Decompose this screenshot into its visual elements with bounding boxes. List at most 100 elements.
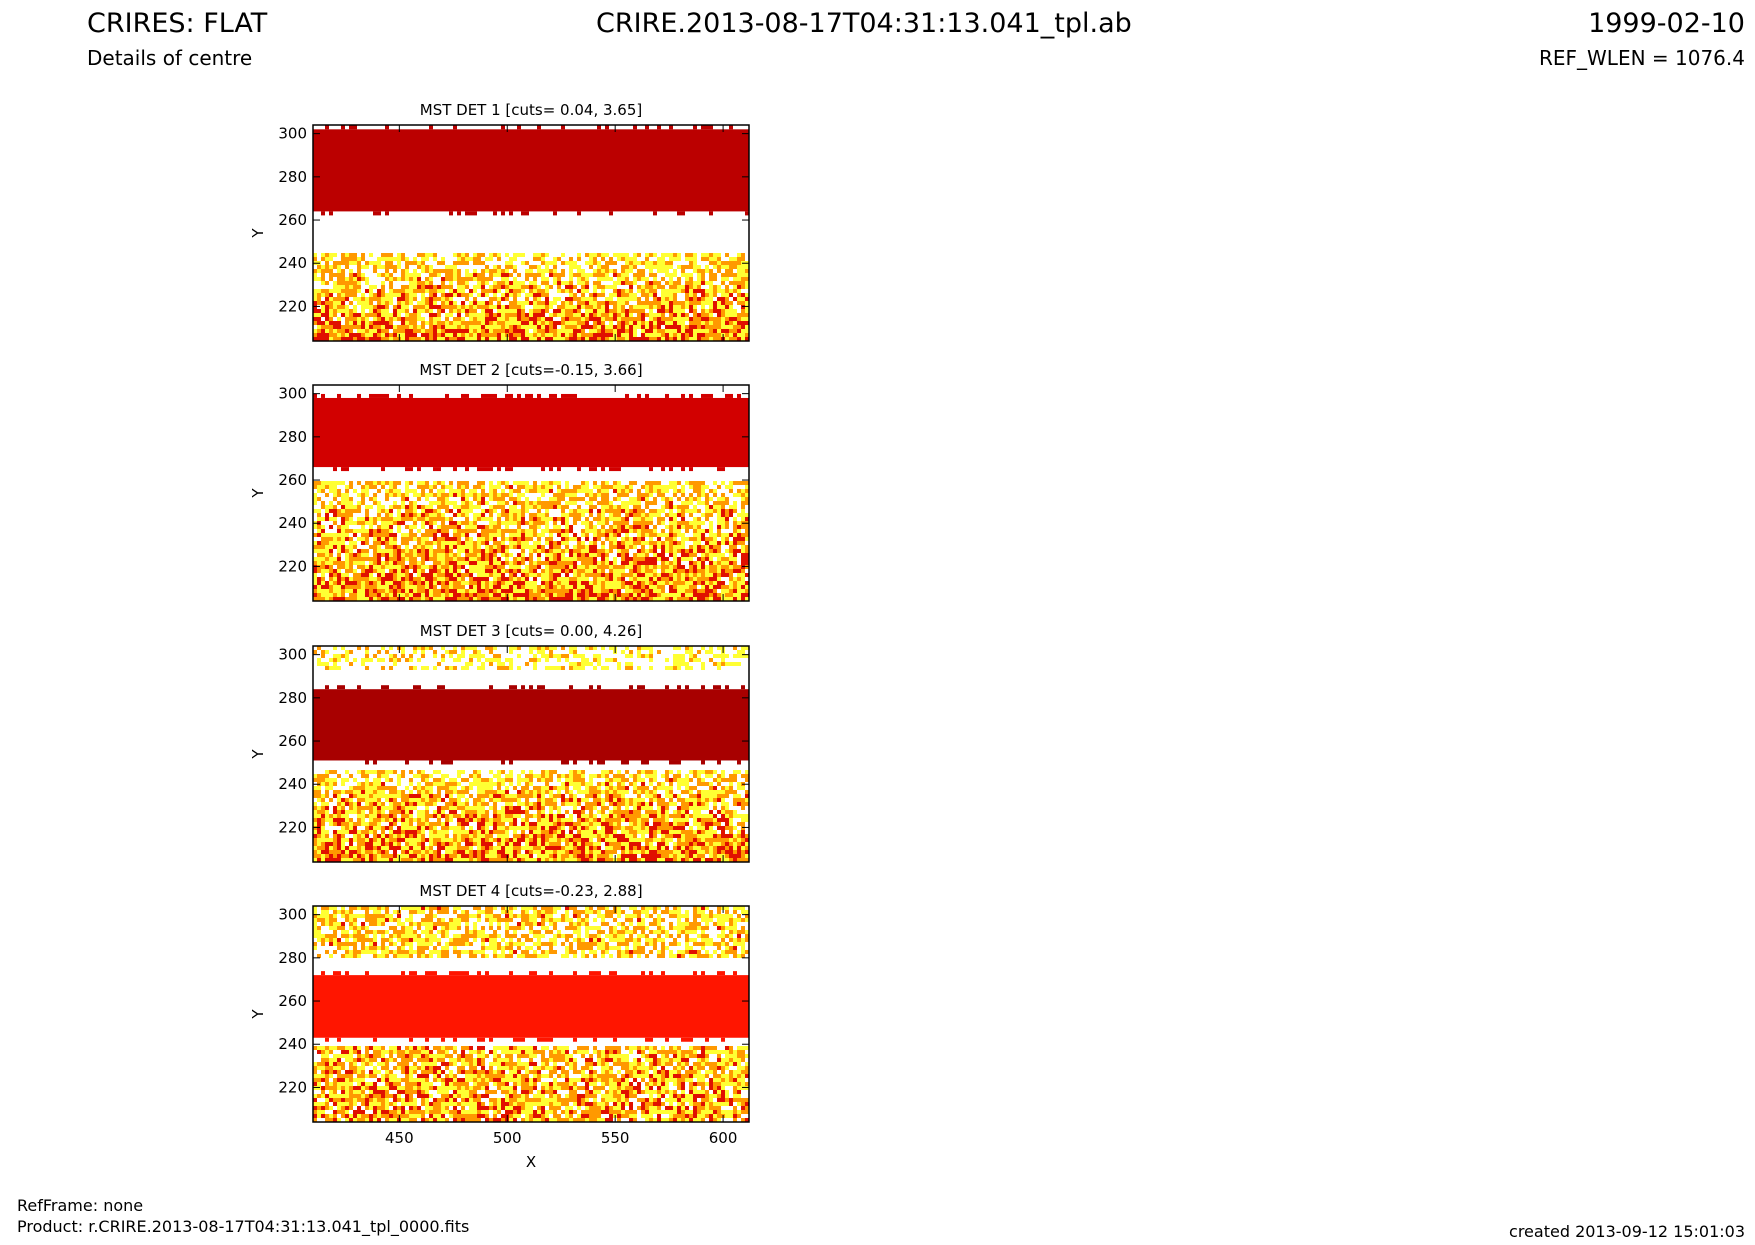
- noise-pixel: [573, 521, 577, 525]
- noise-pixel: [485, 658, 489, 662]
- noise-pixel: [609, 329, 613, 333]
- noise-pixel: [717, 553, 721, 557]
- noise-pixel: [489, 485, 493, 489]
- noise-pixel: [421, 650, 425, 654]
- noise-pixel: [725, 321, 729, 325]
- noise-pixel: [649, 517, 653, 521]
- noise-pixel: [393, 309, 397, 313]
- noise-pixel: [625, 273, 629, 277]
- noise-pixel: [673, 593, 677, 597]
- noise-pixel: [477, 325, 481, 329]
- noise-pixel: [617, 257, 621, 261]
- noise-pixel: [597, 581, 601, 585]
- noise-pixel: [413, 565, 417, 569]
- noise-pixel: [661, 521, 665, 525]
- noise-pixel: [581, 529, 585, 533]
- noise-pixel: [645, 489, 649, 493]
- noise-pixel: [629, 257, 633, 261]
- noise-pixel: [445, 597, 449, 601]
- noise-pixel: [585, 309, 589, 313]
- noise-pixel: [361, 265, 365, 269]
- noise-pixel: [669, 533, 673, 537]
- noise-pixel: [717, 257, 721, 261]
- noise-pixel: [493, 557, 497, 561]
- noise-pixel: [689, 557, 693, 561]
- noise-pixel: [717, 501, 721, 505]
- noise-pixel: [349, 541, 353, 545]
- noise-pixel: [417, 581, 421, 585]
- noise-pixel: [717, 533, 721, 537]
- noise-pixel: [685, 293, 689, 297]
- noise-pixel: [413, 321, 417, 325]
- noise-pixel: [681, 325, 685, 329]
- noise-pixel: [537, 297, 541, 301]
- noise-pixel: [389, 333, 393, 337]
- noise-pixel: [465, 269, 469, 273]
- noise-pixel: [489, 481, 493, 485]
- noise-pixel: [545, 277, 549, 281]
- noise-pixel: [685, 329, 689, 333]
- noise-pixel: [689, 577, 693, 581]
- noise-pixel: [661, 297, 665, 301]
- noise-pixel: [645, 305, 649, 309]
- noise-pixel: [485, 557, 489, 561]
- noise-pixel: [645, 646, 649, 650]
- noise-pixel: [569, 273, 573, 277]
- noise-pixel: [637, 493, 641, 497]
- noise-pixel: [717, 549, 721, 553]
- noise-pixel: [525, 577, 529, 581]
- noise-pixel: [585, 646, 589, 650]
- noise-pixel: [405, 265, 409, 269]
- noise-pixel: [593, 281, 597, 285]
- noise-pixel: [445, 577, 449, 581]
- noise-pixel: [521, 313, 525, 317]
- noise-pixel: [401, 293, 405, 297]
- noise-pixel: [625, 541, 629, 545]
- noise-pixel: [329, 333, 333, 337]
- band-edge-pixel: [549, 467, 553, 472]
- noise-pixel: [473, 325, 477, 329]
- noise-pixel: [397, 529, 401, 533]
- noise-pixel: [597, 313, 601, 317]
- noise-pixel: [705, 321, 709, 325]
- noise-pixel: [421, 654, 425, 658]
- noise-pixel: [369, 485, 373, 489]
- noise-pixel: [317, 489, 321, 493]
- noise-pixel: [333, 313, 337, 317]
- noise-pixel: [425, 537, 429, 541]
- band-edge-pixel: [329, 211, 333, 216]
- noise-pixel: [653, 285, 657, 289]
- noise-pixel: [593, 293, 597, 297]
- band-edge-pixel: [353, 125, 357, 130]
- noise-pixel: [389, 646, 393, 650]
- noise-pixel: [441, 489, 445, 493]
- noise-pixel: [449, 293, 453, 297]
- noise-pixel: [581, 481, 585, 485]
- noise-pixel: [353, 321, 357, 325]
- noise-pixel: [389, 337, 393, 341]
- noise-pixel: [541, 325, 545, 329]
- noise-pixel: [633, 525, 637, 529]
- noise-pixel: [393, 257, 397, 261]
- noise-pixel: [601, 525, 605, 529]
- noise-pixel: [569, 549, 573, 553]
- noise-pixel: [697, 269, 701, 273]
- noise-pixel: [421, 549, 425, 553]
- noise-pixel: [581, 281, 585, 285]
- noise-pixel: [741, 581, 745, 585]
- noise-pixel: [661, 517, 665, 521]
- band-edge-pixel: [505, 467, 509, 472]
- noise-pixel: [637, 529, 641, 533]
- noise-pixel: [425, 505, 429, 509]
- noise-pixel: [649, 573, 653, 577]
- noise-pixel: [461, 493, 465, 497]
- noise-pixel: [581, 593, 585, 597]
- noise-pixel: [421, 317, 425, 321]
- noise-pixel: [489, 521, 493, 525]
- noise-pixel: [557, 313, 561, 317]
- noise-pixel: [481, 325, 485, 329]
- noise-pixel: [433, 269, 437, 273]
- noise-pixel: [437, 329, 441, 333]
- noise-pixel: [345, 537, 349, 541]
- band-edge-pixel: [485, 393, 489, 398]
